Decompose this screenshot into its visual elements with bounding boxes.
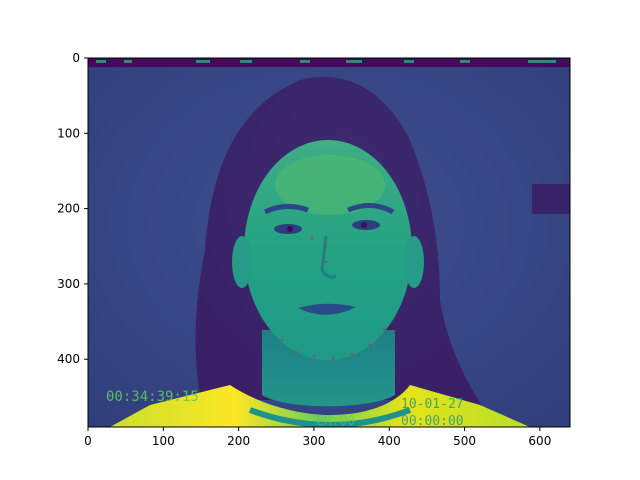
time-overlay: 00:00:00 bbox=[401, 414, 464, 429]
y-tick-label: 200 bbox=[57, 202, 80, 216]
y-tick-label: 0 bbox=[72, 51, 80, 65]
x-axis: 0 100 200 300 400 500 600 bbox=[84, 427, 551, 448]
face bbox=[244, 140, 412, 360]
top-video-band bbox=[88, 58, 570, 67]
x-tick-label: 0 bbox=[84, 434, 92, 448]
left-eyebrow bbox=[263, 204, 309, 215]
y-tick-label: 100 bbox=[57, 126, 80, 140]
x-tick-label: 600 bbox=[528, 434, 551, 448]
y-tick-label: 300 bbox=[57, 277, 80, 291]
channel-overlay: CH.00 bbox=[316, 414, 355, 429]
date-overlay: 10-01-27 bbox=[401, 397, 464, 412]
y-axis: 0 100 200 300 400 bbox=[57, 51, 88, 366]
axes-frame bbox=[87, 57, 571, 428]
right-eyebrow bbox=[347, 203, 395, 215]
y-tick-label: 400 bbox=[57, 352, 80, 366]
x-tick-label: 500 bbox=[453, 434, 476, 448]
shirt bbox=[110, 385, 530, 427]
timecode-overlay: 00:34:39:15 bbox=[106, 389, 199, 405]
grayscale-photo-image bbox=[88, 58, 570, 427]
x-tick-label: 200 bbox=[227, 434, 250, 448]
x-tick-label: 400 bbox=[378, 434, 401, 448]
mouth bbox=[298, 303, 356, 315]
x-tick-label: 300 bbox=[302, 434, 325, 448]
x-tick-label: 100 bbox=[152, 434, 175, 448]
nose bbox=[320, 235, 337, 279]
